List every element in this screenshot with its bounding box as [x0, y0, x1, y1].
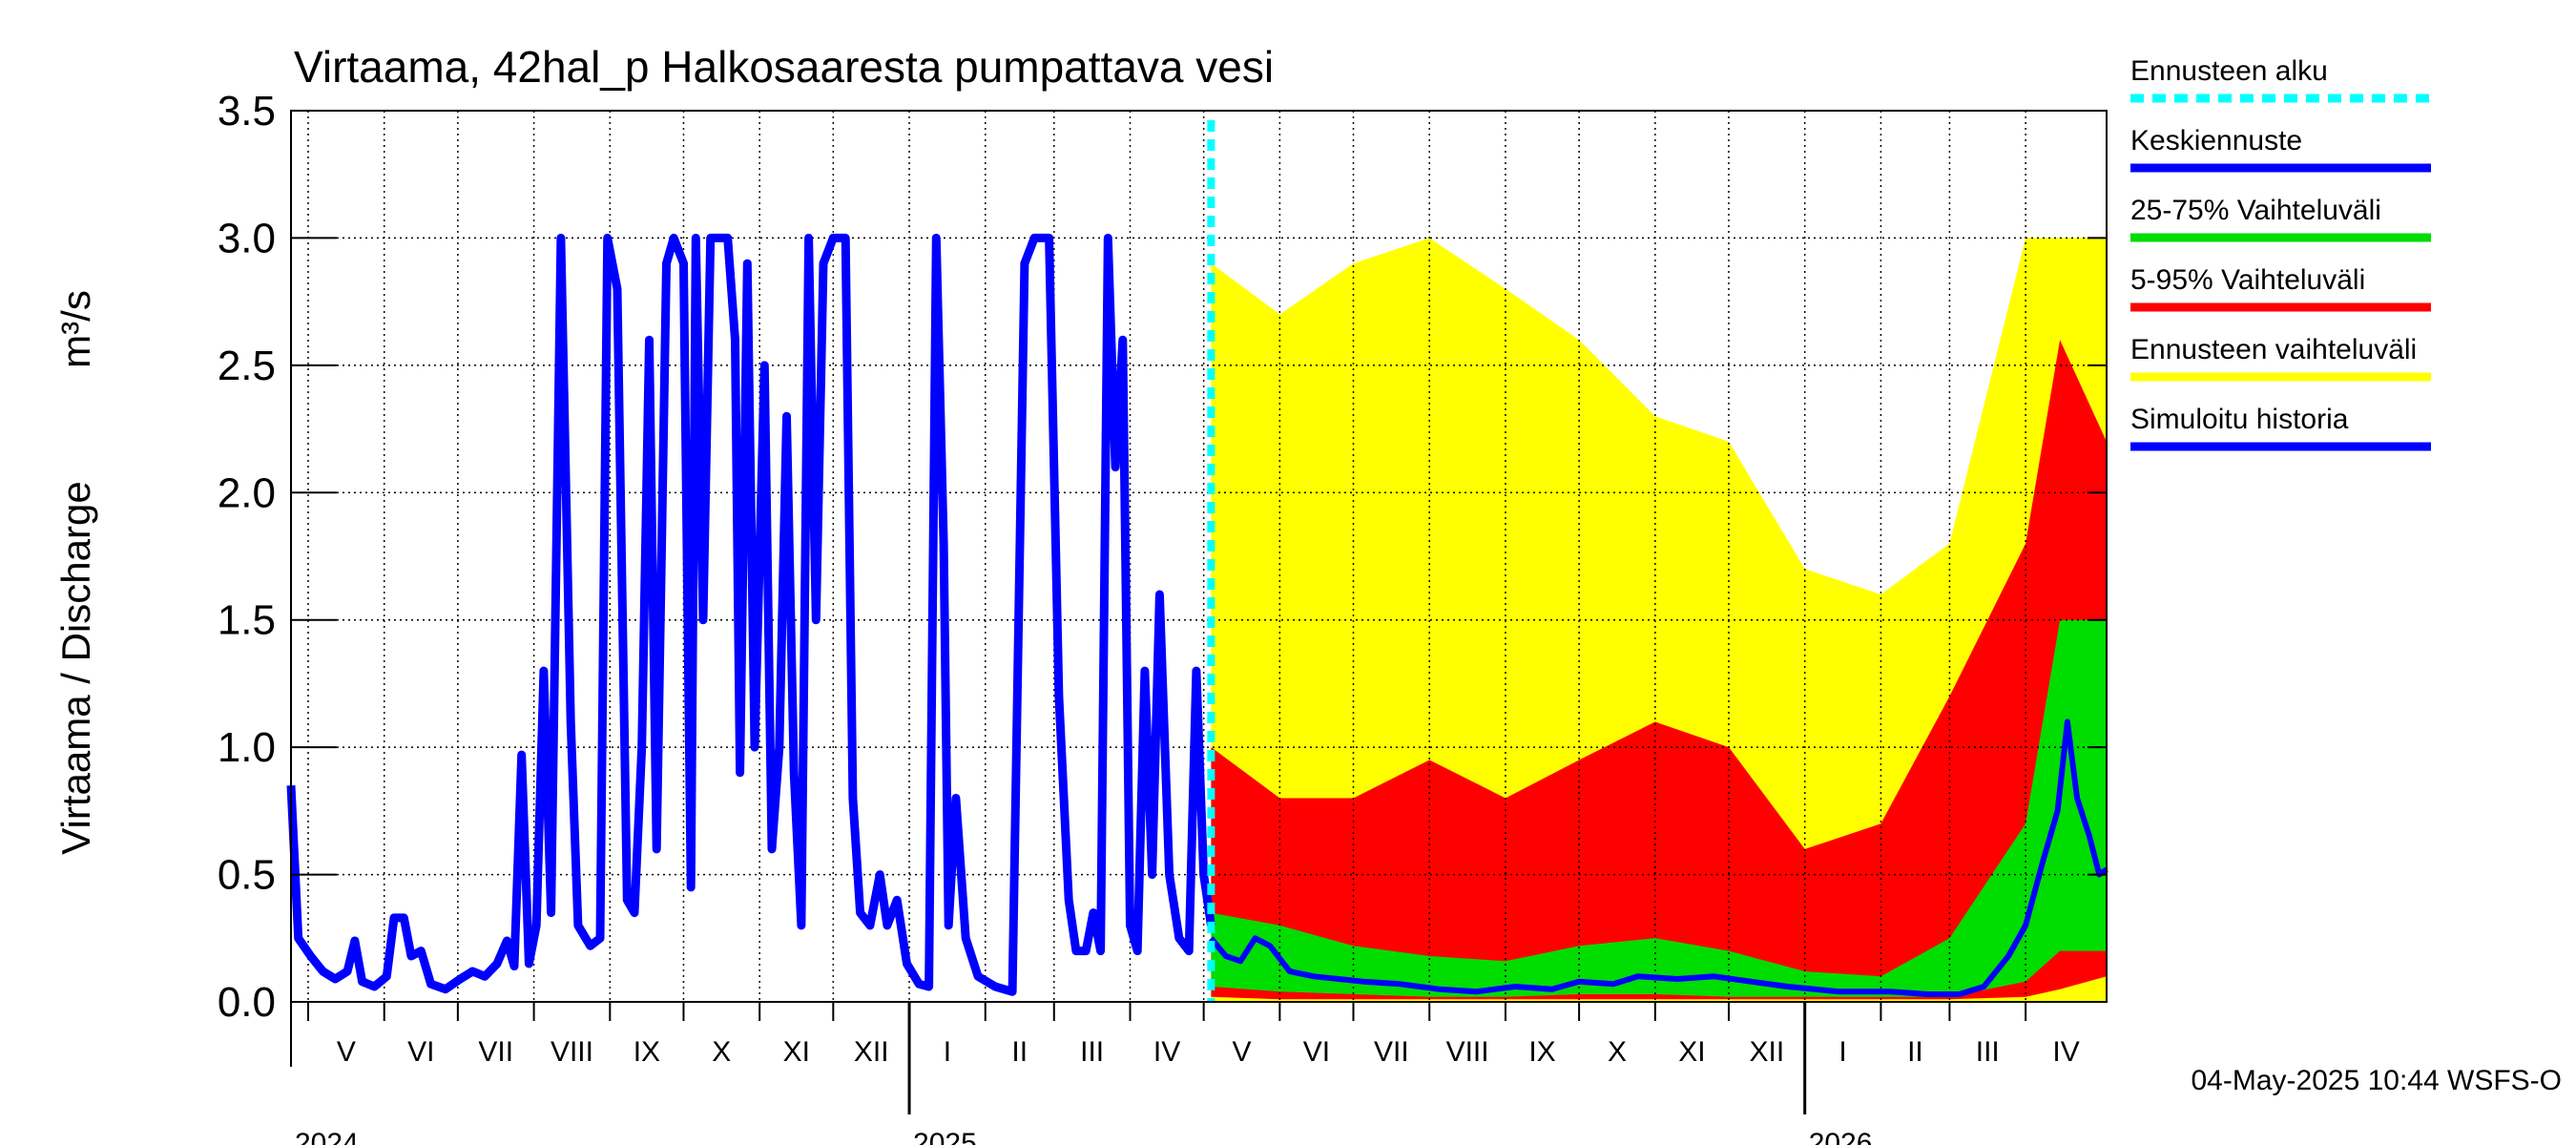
month-label: IX	[1528, 1036, 1555, 1068]
band-5-95-vaihteluv-li	[1211, 340, 2107, 1000]
month-label: III	[1080, 1036, 1104, 1068]
y-axis-label: Virtaama / Discharge	[53, 481, 98, 854]
month-label: XII	[1749, 1036, 1784, 1068]
band-25-75-vaihteluv-li	[1211, 619, 2107, 997]
month-label: V	[337, 1036, 356, 1068]
month-label: XI	[783, 1036, 810, 1068]
y-tick-label: 3.0	[218, 215, 276, 261]
plot-frame	[290, 110, 2108, 1003]
y-tick-label: 1.0	[218, 724, 276, 771]
y-tick-label: 0.0	[218, 979, 276, 1026]
timestamp-footer: 04-May-2025 10:44 WSFS-O	[2192, 1065, 2563, 1096]
y-tick-label: 1.5	[218, 597, 276, 644]
month-label: VIII	[1446, 1036, 1489, 1068]
year-label: 2024	[295, 1128, 359, 1145]
legend-label: Ennusteen vaihteluväli	[2130, 334, 2417, 365]
legend-label: 25-75% Vaihteluväli	[2130, 195, 2381, 226]
y-axis-unit: m³/s	[53, 290, 98, 368]
chart-title: Virtaama, 42hal_p Halkosaaresta pumpatta…	[294, 42, 1274, 92]
month-label: VII	[478, 1036, 513, 1068]
month-label: II	[1907, 1036, 1923, 1068]
month-label: I	[944, 1036, 951, 1068]
legend-label: Ennusteen alku	[2130, 55, 2328, 87]
month-label: VII	[1374, 1036, 1409, 1068]
month-label: IX	[634, 1036, 660, 1068]
month-label: I	[1839, 1036, 1846, 1068]
year-label: 2025	[913, 1128, 977, 1145]
month-label: VI	[1303, 1036, 1330, 1068]
year-label: 2026	[1809, 1128, 1873, 1145]
month-label: XI	[1678, 1036, 1705, 1068]
month-label: VIII	[551, 1036, 593, 1068]
y-tick-label: 2.0	[218, 469, 276, 516]
month-label: V	[1232, 1036, 1251, 1068]
plot-area: 0.00.51.01.52.02.53.03.5V VI VII VIII IX X XI X…	[218, 88, 2109, 1145]
legend-label: Keskiennuste	[2130, 125, 2302, 156]
month-label: IV	[2052, 1036, 2079, 1068]
month-label: VI	[407, 1036, 434, 1068]
legend: Ennusteen alku Keskiennuste 25-75% Vaihtel…	[2130, 55, 2431, 451]
y-tick-label: 0.5	[218, 852, 276, 899]
month-label: X	[712, 1036, 731, 1068]
month-label: X	[1608, 1036, 1627, 1068]
month-label: III	[1976, 1036, 2000, 1068]
y-tick-label: 2.5	[218, 343, 276, 389]
month-label: XII	[854, 1036, 889, 1068]
series-simuloitu-historia	[286, 233, 1215, 996]
series-keskiennuste	[1209, 718, 2109, 997]
month-label: IV	[1153, 1036, 1180, 1068]
legend-label: Simuloitu historia	[2130, 404, 2349, 435]
y-tick-label: 3.5	[218, 88, 276, 135]
legend-label: 5-95% Vaihteluväli	[2130, 264, 2365, 296]
month-label: II	[1011, 1036, 1028, 1068]
